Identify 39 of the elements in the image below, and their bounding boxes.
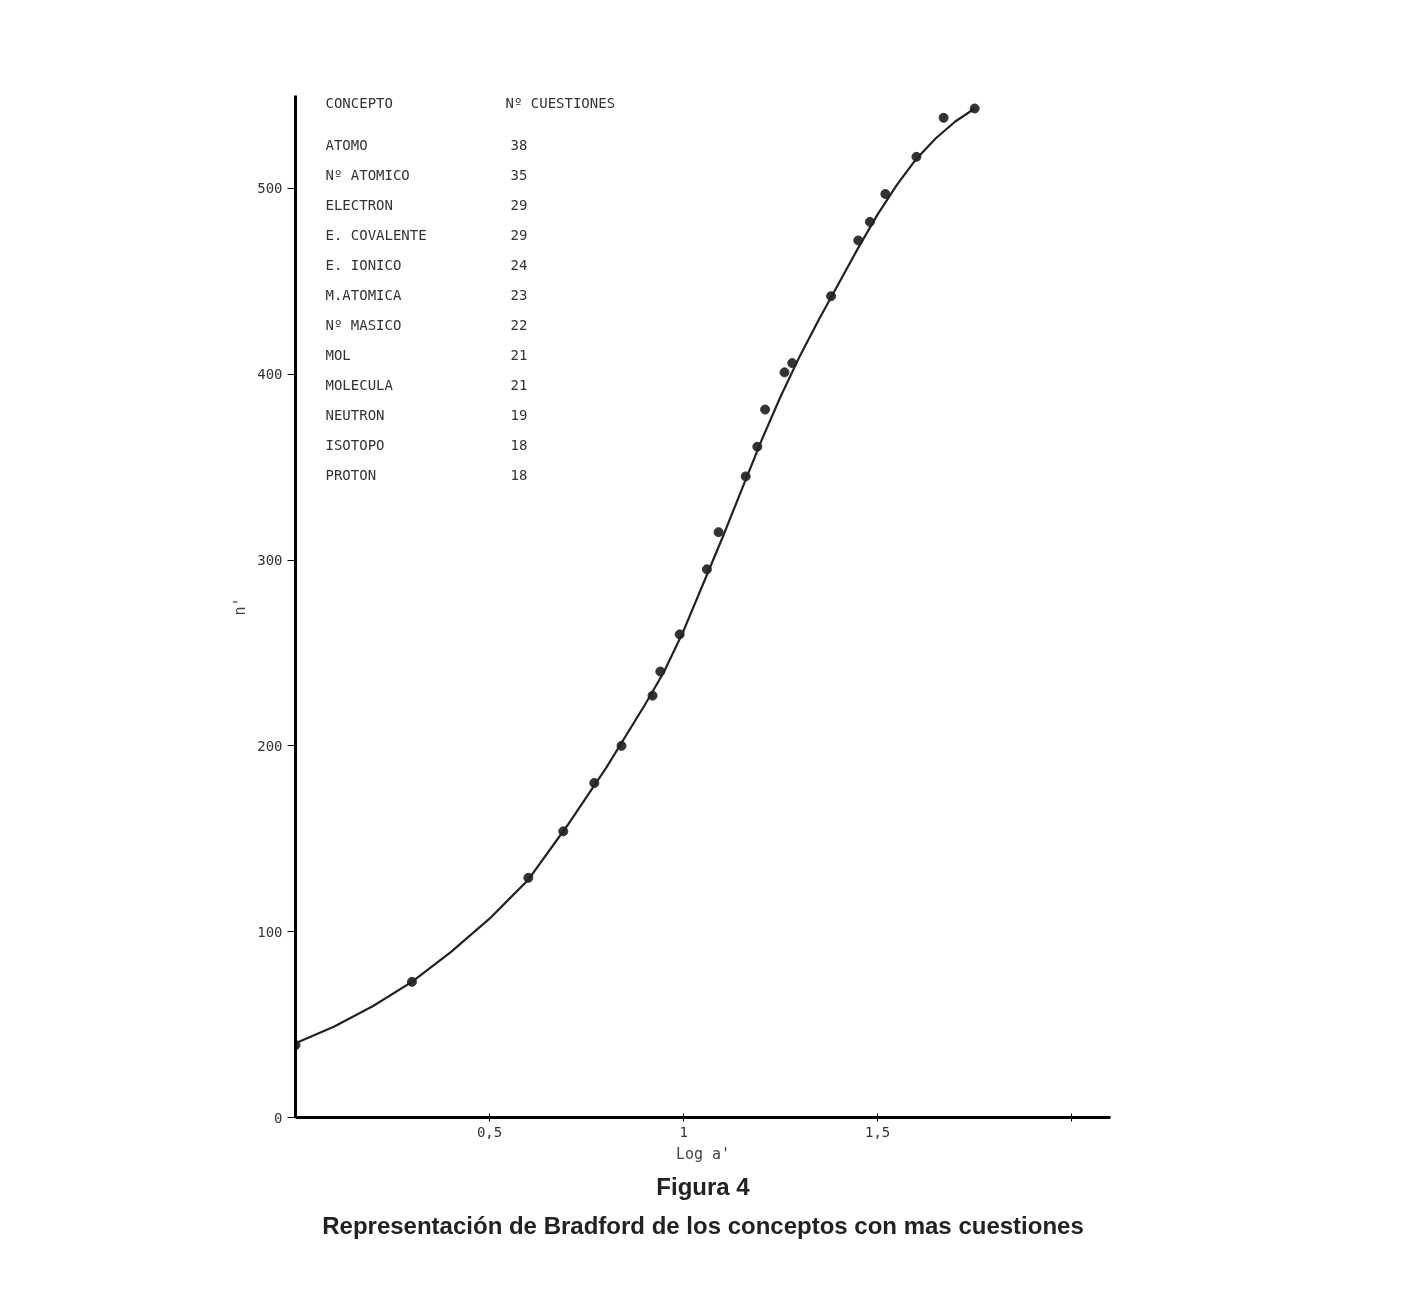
- annotation: E. COVALENTE: [325, 226, 427, 243]
- x-tick-label: 1,5: [865, 1123, 891, 1140]
- annotation: 38: [510, 136, 528, 153]
- annotation: 21: [510, 346, 528, 363]
- annotation: NEUTRON: [325, 406, 385, 423]
- annotation: ATOMO: [325, 136, 368, 153]
- annotation: 35: [510, 166, 528, 183]
- annotation: 18: [510, 436, 528, 453]
- y-tick-label: 400: [257, 366, 283, 383]
- annotation: PROTON: [325, 466, 377, 483]
- annotation: 29: [510, 226, 528, 243]
- annotation: 22: [510, 316, 528, 333]
- x-tick-label: 0,5: [476, 1123, 503, 1140]
- text: Representación de Bradford de los conceptos con mas cuestiones: [322, 1211, 1084, 1239]
- annotation: ISOTOPO: [325, 436, 385, 453]
- y-tick-label: 100: [257, 923, 283, 940]
- annotation: ELECTRON: [325, 196, 393, 213]
- annotation: CONCEPTO: [325, 94, 393, 111]
- annotation: 21: [510, 376, 528, 393]
- annotation: Nº CUESTIONES: [505, 94, 616, 111]
- annotation: M.ATOMICA: [325, 286, 402, 303]
- annotation: MOLECULA: [325, 376, 394, 393]
- x-axis-title: Log a': [675, 1144, 731, 1163]
- x-tick-label: 1: [679, 1123, 688, 1140]
- y-axis-title: n': [231, 597, 250, 616]
- annotation: 19: [510, 406, 528, 423]
- annotation: E. IONICO: [325, 256, 402, 273]
- y-tick-label: 0: [274, 1109, 283, 1126]
- y-tick-label: 300: [257, 552, 283, 569]
- y-tick-label: 500: [257, 180, 283, 197]
- annotation: MOL: [325, 346, 351, 363]
- annotation: 29: [510, 196, 528, 213]
- annotation: 24: [510, 256, 528, 273]
- annotation: 18: [510, 466, 528, 483]
- annotation: Nº ATOMICO: [325, 166, 410, 183]
- annotation: Nº MASICO: [325, 316, 402, 333]
- annotation: 23: [510, 286, 528, 303]
- text: Figura 4: [656, 1172, 751, 1200]
- y-tick-label: 200: [257, 737, 283, 754]
